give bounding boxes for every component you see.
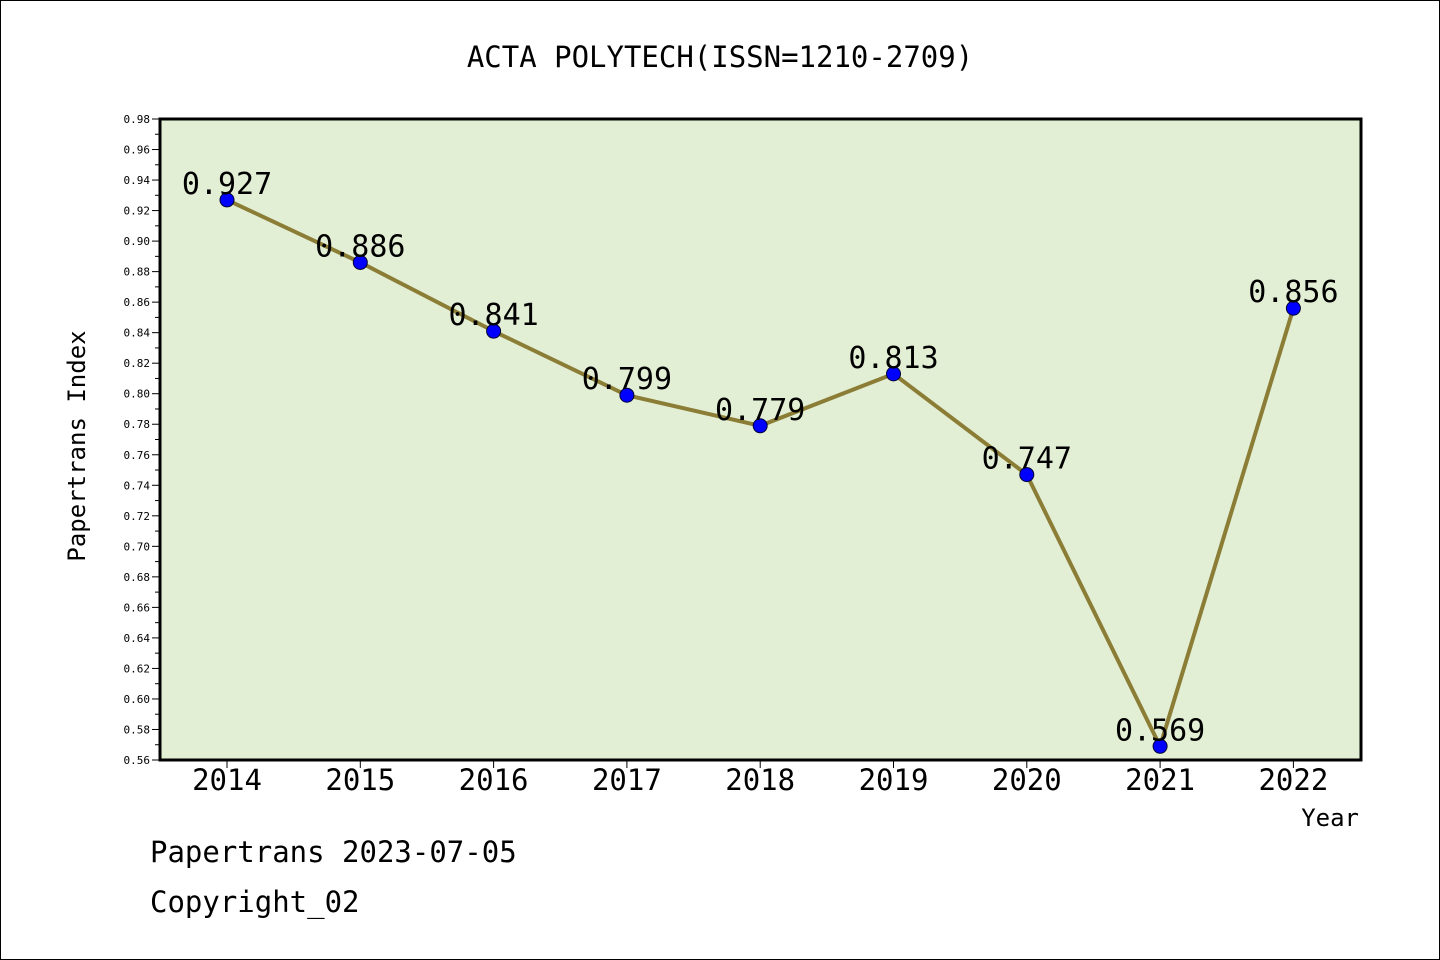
x-axis-label: Year: [1301, 804, 1359, 832]
x-tick-label: 2022: [1258, 763, 1328, 797]
data-label: 0.799: [582, 362, 672, 397]
data-label: 0.886: [315, 229, 405, 264]
y-tick-label: 0.86: [124, 296, 151, 309]
y-tick-label: 0.70: [124, 540, 151, 553]
data-label: 0.569: [1115, 713, 1205, 748]
y-tick-label: 0.72: [124, 510, 151, 523]
x-tick-label: 2016: [459, 763, 529, 797]
y-tick-label: 0.78: [124, 418, 151, 431]
data-point: [486, 323, 502, 339]
x-axis: 2014 2015 2016 2017 2018 2019 2020 2021 2022: [192, 760, 1328, 797]
y-tick-label: 0.60: [124, 693, 151, 706]
x-tick-label: 2020: [992, 763, 1062, 797]
y-tick-label: 0.62: [124, 662, 151, 675]
x-tick-label: 2015: [325, 763, 395, 797]
data-label: 0.927: [182, 167, 272, 202]
y-tick-label: 0.88: [124, 266, 151, 279]
y-tick-label: 0.64: [124, 632, 151, 645]
data-point: [752, 418, 768, 434]
y-tick-label: 0.92: [124, 205, 151, 218]
data-point: [352, 254, 368, 270]
y-tick-label: 0.96: [124, 144, 151, 157]
data-point: [1019, 467, 1035, 483]
data-point: [886, 366, 901, 382]
data-label: 0.813: [848, 341, 938, 376]
data-point: [1152, 738, 1168, 754]
data-label: 0.841: [448, 298, 538, 333]
y-axis-label: Papertrans Index: [63, 330, 91, 561]
data-label: 0.856: [1248, 275, 1338, 310]
x-tick-label: 2017: [592, 763, 662, 797]
y-tick-label: 0.98: [124, 113, 151, 126]
x-tick-label: 2018: [725, 763, 795, 797]
y-tick-label: 0.68: [124, 571, 151, 584]
x-tick-label: 2014: [192, 763, 262, 797]
y-tick-label: 0.82: [124, 357, 151, 370]
plot-area: [160, 119, 1361, 760]
chart-title: ACTA POLYTECH(ISSN=1210-2709): [467, 40, 973, 74]
x-tick-label: 2021: [1125, 763, 1195, 797]
y-tick-label: 0.74: [124, 479, 151, 492]
data-label: 0.779: [715, 393, 805, 428]
y-tick-label: 0.94: [124, 174, 151, 187]
y-axis: 0.56 0.58 0.60 0.62 0.64 0.66 0.68 0.70 0.72 0.74…: [124, 113, 160, 767]
y-tick-label: 0.80: [124, 388, 151, 401]
footer-date: Papertrans 2023-07-05: [150, 835, 517, 869]
x-tick-label: 2019: [859, 763, 929, 797]
y-tick-label: 0.90: [124, 235, 151, 248]
data-point: [219, 192, 235, 208]
data-label: 0.747: [982, 442, 1072, 477]
y-tick-label: 0.84: [124, 327, 151, 340]
y-tick-label: 0.66: [124, 601, 151, 614]
y-tick-label: 0.56: [124, 754, 151, 767]
data-point: [1285, 300, 1301, 316]
footer-copyright: Copyright_02: [150, 885, 360, 919]
y-tick-label: 0.76: [124, 449, 151, 462]
plot-border: [158, 117, 1363, 762]
series-layer: 0.927 0.886 0.841 0.799 0.779 0.813 0.747 0.569…: [182, 167, 1339, 754]
data-point: [619, 387, 635, 403]
y-tick-label: 0.58: [124, 723, 151, 736]
